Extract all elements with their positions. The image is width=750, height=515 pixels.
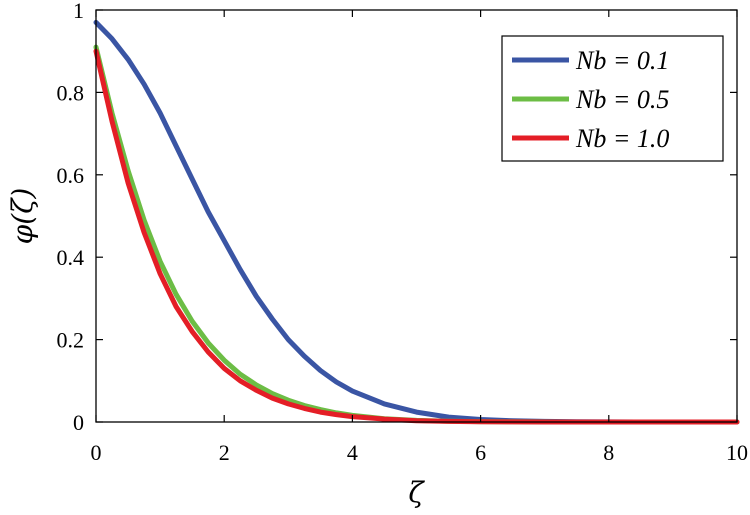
legend-label-2: Nb = 0.5 bbox=[575, 85, 669, 114]
x-tick-label: 4 bbox=[347, 440, 358, 465]
y-tick-label: 1 bbox=[73, 0, 84, 23]
x-tick-label: 6 bbox=[475, 440, 486, 465]
legend-label-3: Nb = 1.0 bbox=[575, 124, 669, 153]
x-tick-label: 0 bbox=[91, 440, 102, 465]
x-tick-label: 10 bbox=[726, 440, 748, 465]
y-tick-label: 0.4 bbox=[57, 245, 85, 270]
y-tick-label: 0 bbox=[73, 410, 84, 435]
axis-ticks: 0 2 4 6 8 10 0 0.2 0.4 0.6 0.8 1 bbox=[57, 0, 749, 465]
x-tick-label: 2 bbox=[219, 440, 230, 465]
plot-frame bbox=[95, 9, 738, 423]
y-tick-label: 0.8 bbox=[57, 80, 85, 105]
x-tick-label: 8 bbox=[603, 440, 614, 465]
legend: Nb = 0.1 Nb = 0.5 Nb = 1.0 bbox=[501, 35, 724, 162]
legend-label-1: Nb = 0.1 bbox=[575, 46, 669, 75]
y-tick-label: 0.2 bbox=[57, 328, 85, 353]
y-axis-label: φ(ζ) bbox=[6, 188, 39, 245]
y-tick-label: 0.6 bbox=[57, 163, 85, 188]
x-axis-label: ζ bbox=[408, 476, 425, 509]
